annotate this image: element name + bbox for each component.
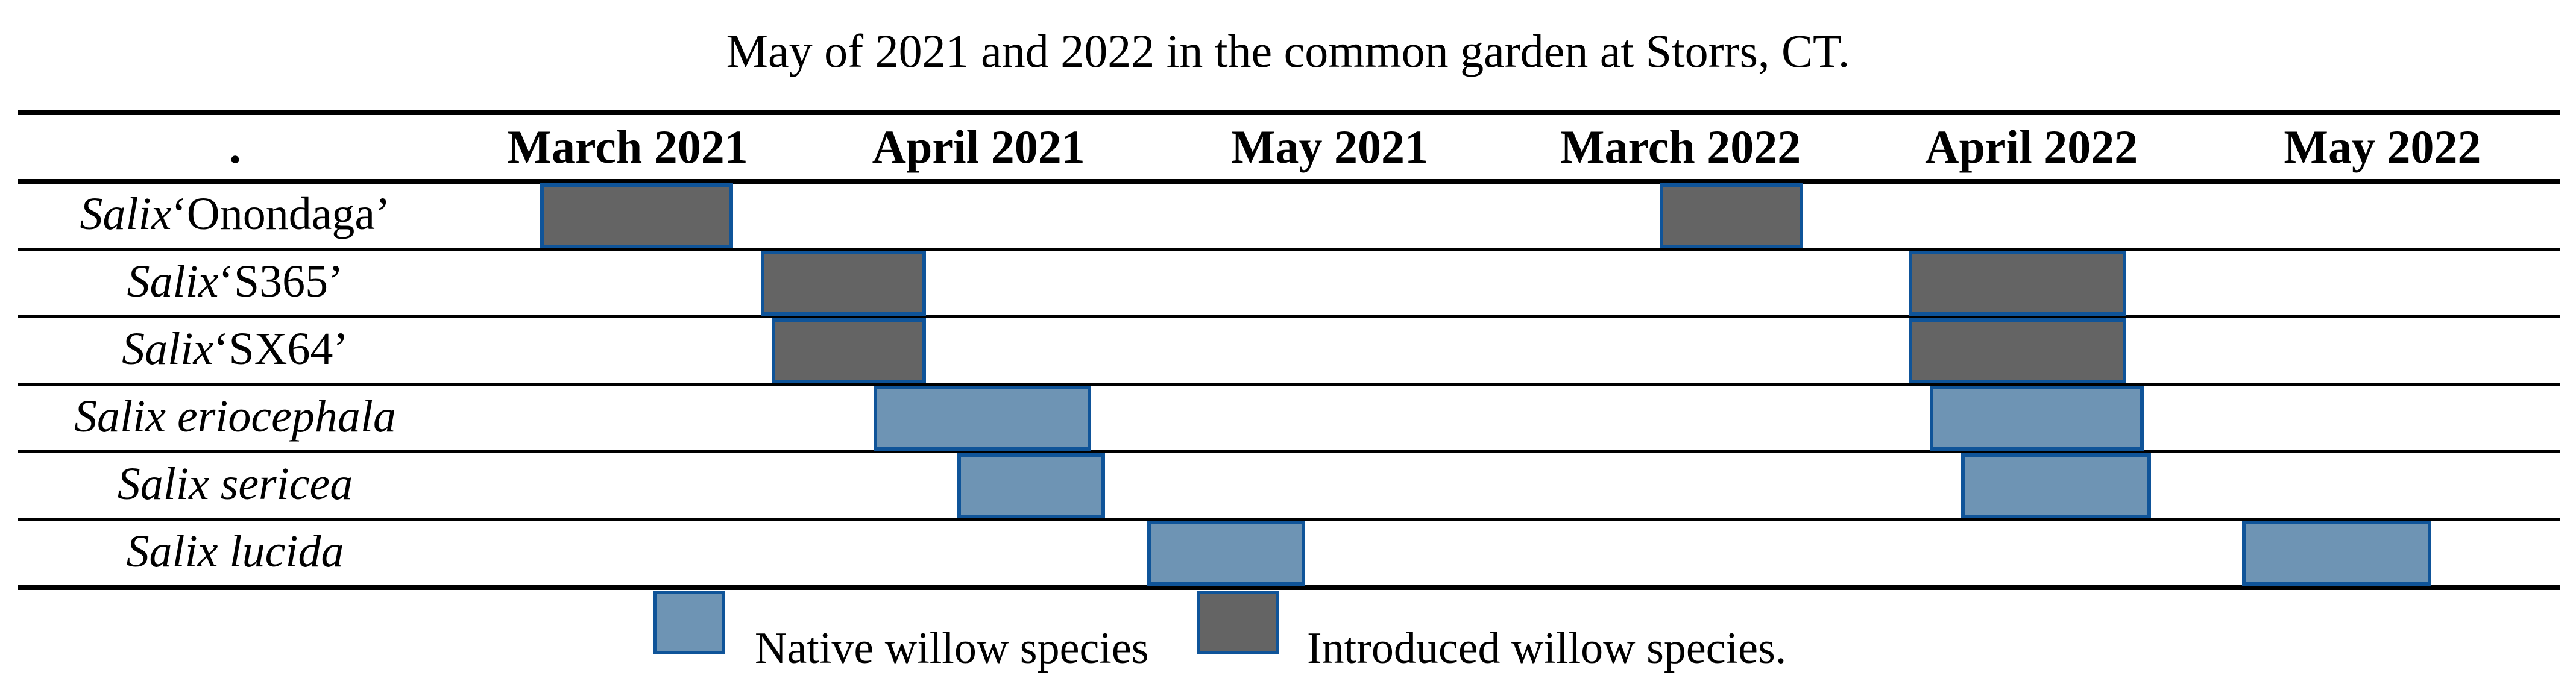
bar-salix-eriocephala-2021 — [873, 386, 1091, 451]
bar-salix-eriocephala-2022 — [1929, 386, 2144, 451]
column-header-may-2022: May 2022 — [2284, 120, 2481, 173]
figure-caption: May of 2021 and 2022 in the common garde… — [726, 25, 1850, 77]
row-label-salix-sericea: Salix sericea — [18, 450, 452, 518]
bar-salix-onondaga-2021 — [540, 183, 733, 248]
table-rule — [18, 518, 2560, 521]
bar-salix-sx64-2022 — [1908, 318, 2126, 383]
column-header-march-2022: March 2022 — [1560, 120, 1801, 173]
column-header-march-2021: March 2021 — [507, 120, 748, 173]
row-label-salix-sx64: Salix ‘SX64’ — [18, 315, 452, 383]
legend-label-native: Native willow species — [755, 624, 1149, 673]
bar-salix-s365-2022 — [1908, 251, 2126, 316]
taxon-name-italic: Salix — [122, 323, 214, 374]
row-label-salix-s365: Salix ‘S365’ — [18, 248, 452, 315]
bar-salix-onondaga-2022 — [1659, 183, 1804, 248]
legend-swatch-introduced — [1197, 591, 1279, 654]
table-rule — [18, 315, 2560, 318]
column-header-april-2022: April 2022 — [1925, 120, 2138, 173]
row-label-salix-eriocephala: Salix eriocephala — [18, 383, 452, 450]
table-rule — [18, 585, 2560, 590]
bar-salix-sericea-2021 — [957, 453, 1105, 518]
table-rule — [18, 179, 2560, 184]
legend-swatch-native — [653, 591, 725, 654]
cultivar-name: ‘S365’ — [218, 256, 344, 307]
cultivar-name: ‘SX64’ — [213, 323, 348, 374]
taxon-name-italic: Salix sericea — [117, 458, 353, 509]
cultivar-name: ‘Onondaga’ — [171, 188, 391, 239]
bar-salix-lucida-2022 — [2242, 521, 2432, 586]
bar-salix-sx64-2021 — [771, 318, 926, 383]
taxon-name-italic: Salix — [127, 256, 219, 307]
taxon-name-italic: Salix — [80, 188, 172, 239]
bar-salix-sericea-2022 — [1961, 453, 2151, 518]
corner-header-dot: . — [229, 120, 241, 173]
bar-salix-s365-2021 — [761, 251, 926, 316]
taxon-name-italic: Salix eriocephala — [74, 391, 396, 442]
table-rule — [18, 450, 2560, 453]
row-label-salix-lucida: Salix lucida — [18, 518, 452, 585]
table-rule — [18, 110, 2560, 115]
table-rule — [18, 383, 2560, 386]
column-header-april-2021: April 2021 — [872, 120, 1085, 173]
column-header-may-2021: May 2021 — [1230, 120, 1428, 173]
legend-label-introduced: Introduced willow species. — [1307, 624, 1787, 673]
bar-salix-lucida-2021 — [1147, 521, 1305, 586]
row-label-salix-onondaga: Salix ‘Onondaga’ — [18, 180, 452, 248]
taxon-name-italic: Salix lucida — [126, 526, 344, 577]
table-rule — [18, 248, 2560, 251]
